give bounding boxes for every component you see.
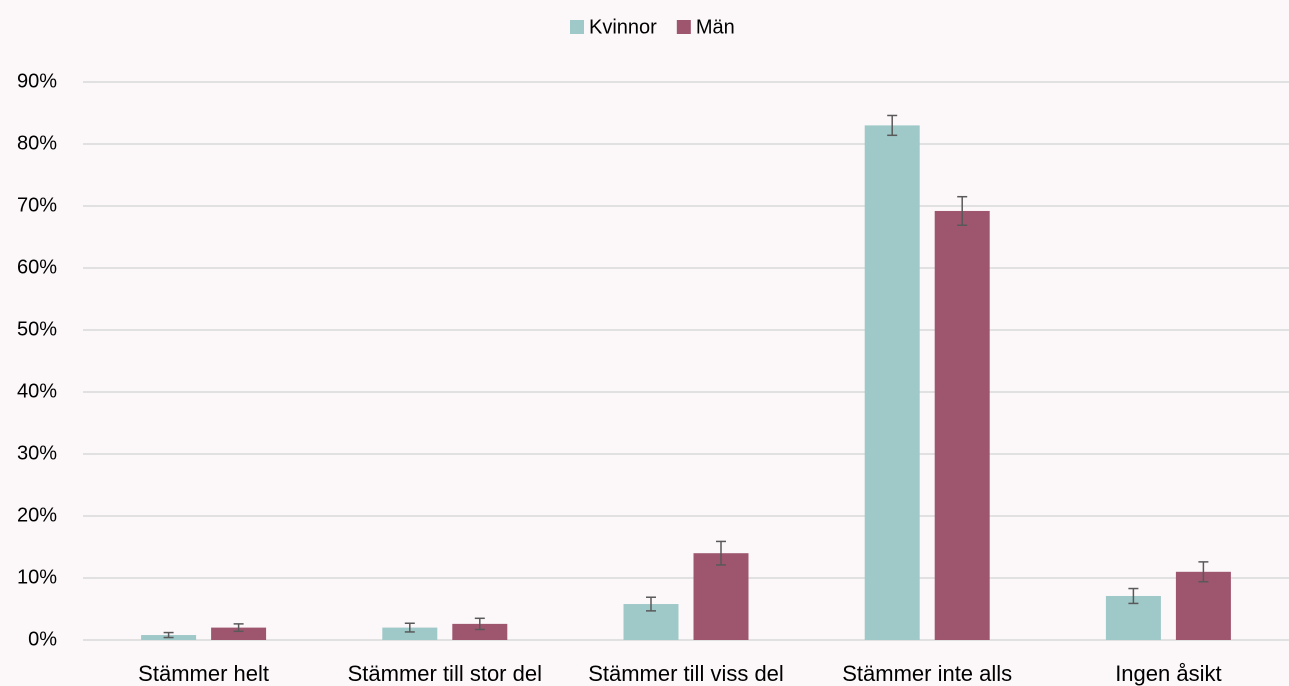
y-tick-label: 50% [17,318,57,340]
x-tick-label: Ingen åsikt [1115,661,1221,686]
bar [452,623,508,640]
legend-label: Kvinnor [589,16,657,38]
bar [864,125,920,640]
x-tick-label: Stämmer till viss del [588,661,784,686]
bar [382,627,438,640]
y-tick-label: 90% [17,70,57,92]
bar [934,210,990,640]
y-tick-label: 20% [17,504,57,526]
legend-swatch [676,20,691,34]
y-tick-label: 10% [17,566,57,588]
y-tick-label: 80% [17,132,57,154]
y-tick-label: 30% [17,442,57,464]
x-tick-label: Stämmer helt [138,661,269,686]
bar [693,553,749,640]
y-tick-label: 40% [17,380,57,402]
legend-swatch [570,20,584,34]
y-tick-label: 0% [28,628,57,650]
y-tick-label: 60% [17,256,57,278]
y-tick-label: 70% [17,194,57,216]
bar [211,627,267,640]
x-tick-label: Stämmer till stor del [348,661,542,686]
legend-label: Män [696,16,735,38]
x-tick-label: Stämmer inte alls [842,661,1012,686]
bar [1175,571,1231,640]
